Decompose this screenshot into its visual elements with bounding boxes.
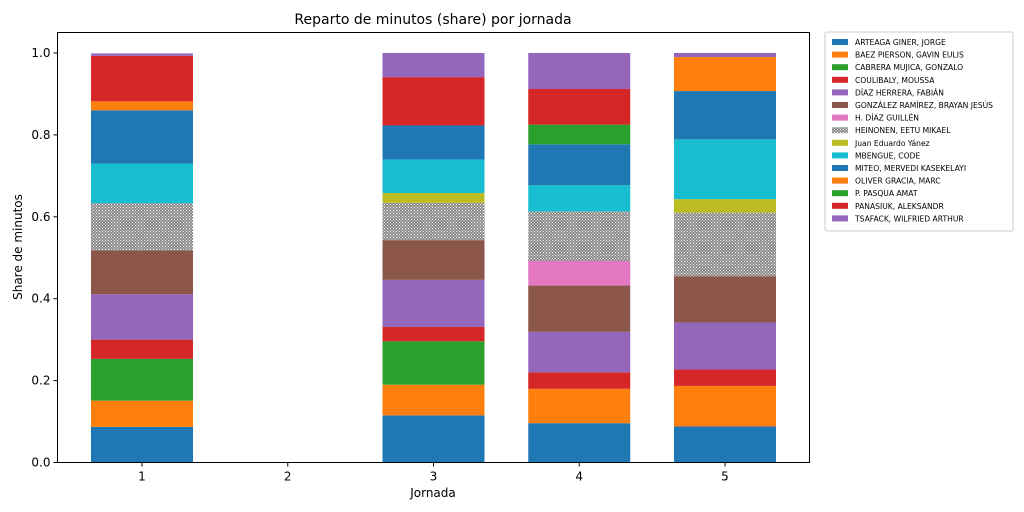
legend-swatch	[832, 51, 848, 58]
chart-title: Reparto de minutos (share) por jornada	[294, 12, 571, 28]
x-tick-label: 5	[721, 470, 729, 484]
legend-label: DÍAZ HERRERA, FABIÁN	[855, 88, 944, 97]
legend-swatch	[832, 127, 848, 134]
legend: ARTEAGA GINER, JORGE BAEZ PIERSON, GAVIN …	[824, 31, 1014, 232]
y-axis: 0.0 0.2 0.4 0.6 0.8 1.0	[31, 46, 58, 470]
bar-segment	[382, 125, 485, 160]
bar-segment	[91, 250, 193, 295]
legend-label: MITEO, MERVEDI KASEKELAYI	[855, 164, 966, 173]
legend-label: CABRERA MUJICA, GONZALO	[855, 63, 963, 72]
legend-label: Juan Eduardo Yánez	[854, 139, 930, 148]
legend-swatch	[832, 202, 848, 209]
legend-swatch	[832, 76, 848, 83]
bar-segment	[91, 358, 193, 401]
bar-segment	[528, 52, 631, 90]
legend-label: OLIVER GRACIA, MARC	[855, 177, 941, 186]
bar-segment	[528, 372, 631, 389]
legend-label: COULIBALY, MOUSSA	[855, 76, 935, 85]
bar-segment	[382, 159, 485, 194]
legend-swatch	[832, 102, 848, 108]
bar-segment	[674, 212, 776, 277]
bar-segment	[528, 89, 631, 125]
legend-label: BAEZ PIERSON, GAVIN EULIS	[855, 51, 964, 60]
bar-segment	[528, 211, 631, 262]
legend-swatch	[832, 215, 848, 222]
legend-swatch	[832, 139, 848, 146]
bar-segment	[528, 261, 631, 286]
bar-segment	[528, 124, 631, 145]
bar-segment	[91, 53, 193, 56]
bar-segment	[382, 240, 485, 280]
legend-label: MBENGUE, CODE	[855, 151, 920, 160]
x-tick-label: 3	[430, 470, 438, 484]
bar-segment	[382, 415, 485, 463]
bar-segment	[674, 52, 776, 58]
bar-segment	[91, 426, 193, 463]
bar-segment	[528, 285, 631, 332]
y-tick-label: 1.0	[31, 46, 50, 60]
legend-swatch	[832, 64, 848, 71]
legend-box	[824, 31, 1014, 232]
y-axis-label: Share de minutos	[11, 194, 25, 300]
legend-label: ARTEAGA GINER, JORGE	[855, 38, 946, 47]
x-tick-label: 2	[284, 470, 292, 484]
bar-segment	[91, 163, 193, 204]
legend-swatch	[832, 190, 848, 197]
y-tick-label: 0.4	[31, 292, 50, 306]
y-tick-label: 0.0	[31, 456, 50, 470]
bar-segment	[674, 91, 776, 140]
bar-segment	[528, 185, 631, 212]
bar-segment	[382, 384, 485, 416]
bar-segment	[674, 385, 776, 427]
y-tick-label: 0.2	[31, 374, 50, 388]
bar-segment	[528, 423, 631, 463]
legend-label: GONZÁLEZ RAMÍREZ, BRAYAN JESÚS	[855, 101, 993, 110]
x-tick-label: 4	[575, 470, 583, 484]
bar-segment	[91, 294, 193, 340]
legend-label: HEINONEN, EETU MIKAEL	[855, 126, 951, 135]
y-tick-label: 0.8	[31, 128, 50, 142]
bar-segment	[528, 388, 631, 424]
y-tick-label: 0.6	[31, 210, 50, 224]
bar-segment	[382, 326, 485, 342]
bar-segment	[382, 52, 485, 78]
bar-segment	[674, 57, 776, 92]
bar-segment	[674, 139, 776, 200]
bar-segment	[674, 426, 776, 463]
x-axis-label: Jornada	[409, 486, 456, 500]
bar-segment	[91, 400, 193, 427]
bar-segment	[674, 276, 776, 323]
legend-swatch	[832, 39, 848, 45]
legend-swatch	[832, 165, 848, 171]
bar-segment	[674, 199, 776, 213]
bars-group	[91, 52, 776, 463]
bar-segment	[91, 203, 193, 251]
legend-swatch	[832, 152, 848, 159]
bar-segment	[674, 322, 776, 370]
legend-label: H. DÍAZ GUILLÉN	[855, 114, 919, 123]
bar-segment	[382, 341, 485, 385]
x-tick-label: 1	[138, 470, 146, 484]
legend-label: PANASIUK, ALEKSANDR	[855, 202, 944, 211]
bar-segment	[382, 77, 485, 126]
bar-segment	[91, 101, 193, 111]
legend-label: TSAFACK, WILFRIED ARTHUR	[854, 214, 964, 223]
bar-segment	[528, 144, 631, 186]
bar-segment	[382, 202, 485, 241]
bar-segment	[91, 55, 193, 102]
bar-segment	[674, 369, 776, 386]
bar-segment	[91, 339, 193, 359]
legend-label: P. PASQUA AMAT	[855, 189, 918, 198]
legend-swatch	[832, 114, 848, 121]
x-axis: 1 2 3 4 5	[138, 462, 729, 484]
bar-segment	[382, 279, 485, 327]
bar-segment	[91, 110, 193, 164]
bar-segment	[382, 193, 485, 203]
legend-swatch	[832, 177, 848, 184]
legend-swatch	[832, 89, 848, 96]
bar-segment	[528, 331, 631, 373]
